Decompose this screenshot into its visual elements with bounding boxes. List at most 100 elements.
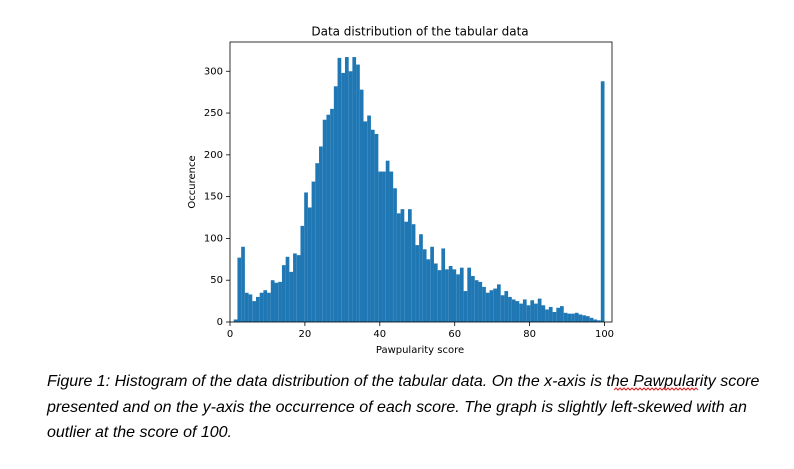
spellcheck-underline <box>613 387 699 391</box>
plot-area: 0 20 40 60 80 100 0 50 100 150 200 250 300 <box>204 41 614 340</box>
bar <box>419 234 423 322</box>
x-tick-label: 0 <box>227 329 233 340</box>
x-tick-label: 60 <box>448 329 461 340</box>
y-tick-label: 100 <box>204 233 223 244</box>
bar <box>359 89 364 323</box>
bar <box>545 309 549 322</box>
bar <box>537 298 542 322</box>
bar <box>237 257 242 322</box>
bar <box>404 221 409 322</box>
bar <box>330 108 334 323</box>
bar <box>285 256 290 322</box>
bar <box>411 224 416 322</box>
bar <box>319 146 323 322</box>
bar <box>422 249 427 322</box>
bar <box>348 71 353 323</box>
bar <box>441 248 446 322</box>
bar <box>571 313 575 322</box>
y-tick-label: 250 <box>204 108 223 119</box>
bar <box>367 115 371 322</box>
bar <box>281 265 286 322</box>
bar <box>241 246 245 322</box>
bar <box>563 312 568 322</box>
bar <box>315 163 320 322</box>
bar <box>408 209 412 322</box>
bar <box>585 316 590 322</box>
bar <box>337 57 342 323</box>
chart-title: Data distribution of the tabular data <box>311 25 528 39</box>
bar <box>270 280 275 322</box>
bar <box>252 301 256 322</box>
bar <box>278 281 282 322</box>
bar <box>511 299 516 322</box>
x-axis-label: Pawpularity score <box>376 345 464 356</box>
bar <box>597 320 601 322</box>
bar <box>582 315 586 322</box>
bar <box>489 290 494 322</box>
bar <box>370 129 375 322</box>
y-tick-label: 150 <box>204 192 223 203</box>
bar <box>448 266 453 322</box>
bar <box>445 269 449 322</box>
bar <box>233 319 238 322</box>
bar <box>293 253 297 322</box>
bar <box>374 133 379 322</box>
bar <box>304 192 308 322</box>
bar <box>389 171 394 322</box>
bar <box>393 188 397 322</box>
bar <box>333 86 338 322</box>
bar <box>382 171 386 322</box>
y-axis-label: Occurence <box>187 155 198 208</box>
bar <box>485 292 490 322</box>
bar <box>378 171 383 322</box>
bar <box>534 303 538 322</box>
bar <box>437 270 442 322</box>
bar <box>352 57 357 323</box>
bar <box>263 290 268 322</box>
x-tick-label: 80 <box>523 329 536 340</box>
bar <box>600 81 605 322</box>
y-tick-label: 200 <box>204 150 223 161</box>
bar <box>589 317 594 322</box>
caption-line: presented and on the y-axis the occurren… <box>46 399 747 416</box>
x-tick-label: 40 <box>373 329 386 340</box>
bar <box>560 306 564 322</box>
bar <box>415 245 420 322</box>
bar <box>508 296 512 322</box>
bar <box>300 225 305 322</box>
bar <box>500 295 505 322</box>
bar <box>556 307 561 322</box>
bar <box>255 296 260 322</box>
bar <box>311 181 316 322</box>
bar <box>433 263 438 322</box>
bar <box>396 213 401 322</box>
bar <box>430 246 434 322</box>
bar <box>244 292 249 322</box>
bar <box>274 282 279 322</box>
bar <box>515 301 520 322</box>
y-tick-label: 0 <box>217 317 223 328</box>
y-tick-label: 50 <box>210 275 223 286</box>
bar <box>493 288 497 322</box>
x-tick-label: 20 <box>299 329 312 340</box>
bar <box>459 267 464 322</box>
bar <box>341 72 345 322</box>
bar <box>363 121 368 322</box>
bar <box>463 291 468 322</box>
bar <box>322 119 327 322</box>
bar <box>426 259 431 322</box>
bar <box>522 299 527 322</box>
y-tick-label: 300 <box>204 66 223 77</box>
bar <box>344 57 349 323</box>
bar <box>519 303 523 322</box>
bar <box>474 280 479 322</box>
bar <box>578 314 583 322</box>
bar <box>496 284 501 322</box>
bar <box>400 209 405 322</box>
bar <box>478 281 483 322</box>
bar <box>356 64 360 322</box>
bar <box>259 292 264 322</box>
bar <box>471 276 475 322</box>
bar <box>326 114 331 322</box>
